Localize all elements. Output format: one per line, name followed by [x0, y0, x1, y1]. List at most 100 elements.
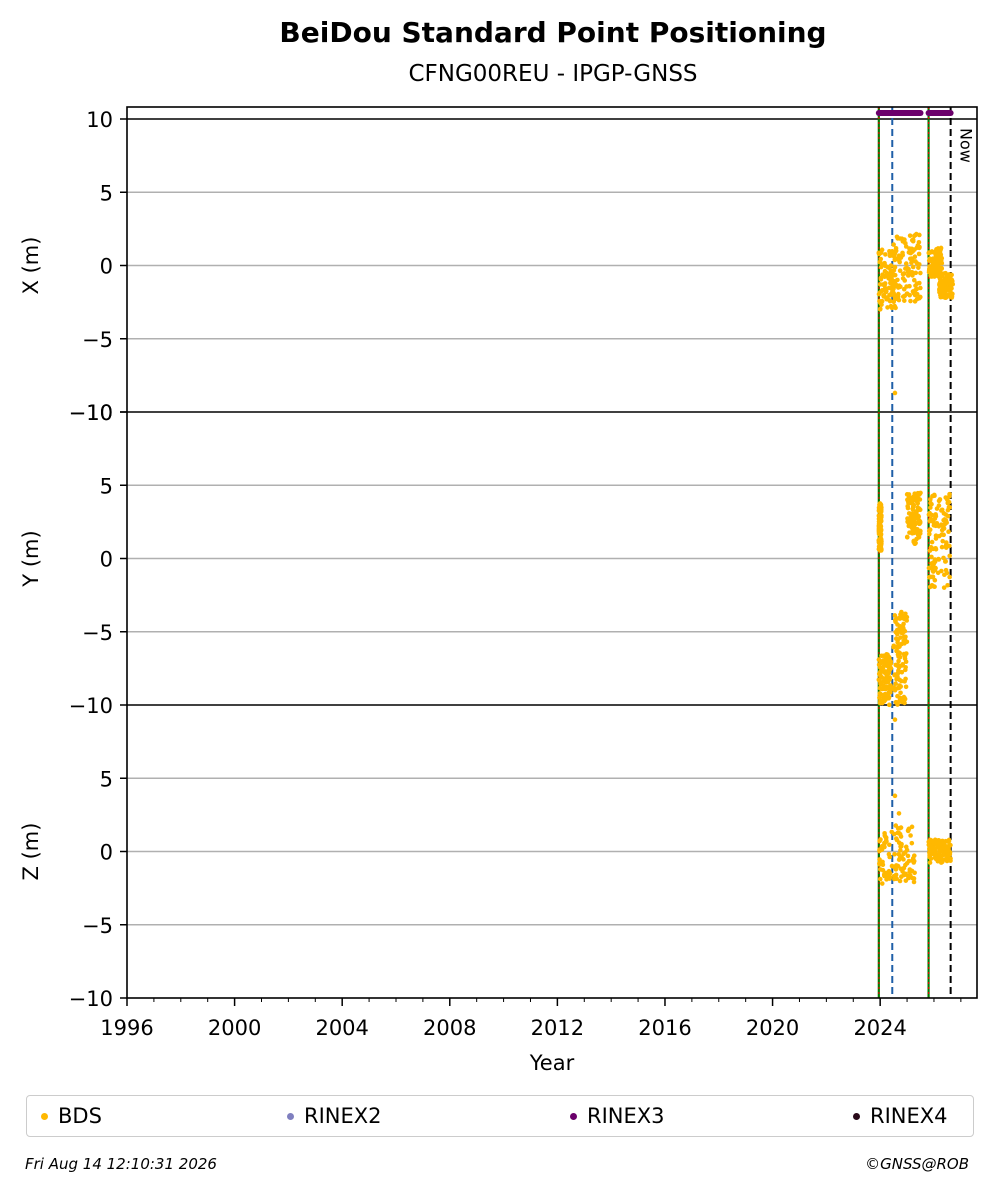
- bds-point: [943, 543, 949, 549]
- bds-point: [946, 847, 951, 853]
- bds-point: [947, 505, 952, 510]
- bds-point: [942, 294, 947, 300]
- bds-point: [885, 679, 891, 685]
- bds-point: [880, 859, 885, 865]
- bds-point: [912, 299, 918, 304]
- bds-point: [937, 286, 942, 292]
- legend-item-rinex2: RINEX2: [287, 1096, 382, 1136]
- footer-credit: ©GNSS@ROB: [865, 1155, 969, 1173]
- bds-point: [897, 695, 903, 700]
- bds-point: [889, 270, 895, 275]
- bds-point: [897, 268, 903, 274]
- bds-point: [893, 681, 898, 687]
- bds-point: [942, 276, 948, 281]
- bds-point: [938, 272, 944, 278]
- legend-label-rinex4: RINEX4: [870, 1104, 948, 1128]
- bds-point: [887, 874, 893, 880]
- bds-point: [932, 577, 938, 583]
- bds-point: [897, 878, 903, 884]
- bds-point: [930, 546, 936, 552]
- bds-point: [907, 873, 913, 878]
- bds-point: [903, 266, 908, 271]
- bds-point: [896, 255, 902, 261]
- bds-point: [903, 871, 908, 877]
- bds-point: [894, 296, 900, 301]
- bds-point: [896, 650, 902, 655]
- bds-point: [900, 250, 905, 256]
- bds-point: [917, 497, 923, 502]
- bds-point: [917, 280, 922, 286]
- legend-label-bds: BDS: [58, 1104, 102, 1128]
- bds-point: [935, 844, 940, 850]
- bds-point: [936, 265, 942, 271]
- bds-point: [941, 532, 946, 538]
- bds-point: [878, 538, 884, 544]
- bds-point: [927, 575, 932, 580]
- bds-point: [903, 244, 909, 249]
- bds-point: [936, 533, 942, 539]
- bds-point: [889, 305, 895, 311]
- bds-point: [941, 511, 947, 516]
- bds-point: [877, 867, 883, 872]
- bds-point: [902, 298, 907, 303]
- bds-point: [895, 640, 900, 645]
- bds-point: [901, 865, 907, 871]
- bds-point: [946, 839, 951, 845]
- legend-marker-bds: [41, 1112, 48, 1120]
- bds-point: [898, 635, 903, 640]
- bds-point: [904, 284, 909, 289]
- bds-point: [910, 237, 916, 242]
- bds-point: [900, 276, 906, 281]
- legend-item-rinex4: RINEX4: [853, 1096, 948, 1136]
- bds-point: [899, 678, 904, 684]
- bds-point: [943, 285, 949, 291]
- bds-point: [891, 290, 896, 296]
- bds-point: [913, 509, 919, 515]
- bds-point: [887, 248, 892, 254]
- bds-point: [882, 840, 887, 846]
- bds-point: [884, 663, 890, 668]
- bds-point: [879, 287, 885, 293]
- bds-point: [946, 529, 951, 534]
- plot-frame: [126, 106, 978, 999]
- bds-point: [947, 281, 952, 287]
- bds-point: [895, 670, 901, 676]
- bds-point: [878, 250, 884, 256]
- y-tick-label: 5: [100, 767, 113, 791]
- bds-point: [942, 572, 947, 578]
- bds-point: [877, 691, 883, 697]
- bds-point: [937, 281, 943, 286]
- bds-point: [877, 848, 882, 854]
- bds-point: [904, 860, 910, 866]
- bds-point: [905, 497, 910, 503]
- x-tick-label: 2008: [423, 1016, 476, 1040]
- bds-point: [907, 523, 913, 528]
- bds-point: [907, 530, 912, 535]
- bds-point: [876, 505, 882, 511]
- bds-point: [902, 695, 907, 701]
- bds-point: [895, 863, 901, 869]
- legend-item-rinex3: RINEX3: [570, 1096, 665, 1136]
- y-axis-label-panel-1: Y (m): [19, 530, 43, 587]
- bds-point: [915, 520, 920, 526]
- bds-point: [914, 529, 919, 535]
- y-tick-label: 10: [86, 108, 113, 132]
- bds-point: [941, 555, 946, 561]
- bds-point: [907, 233, 913, 238]
- now-label: Now: [957, 128, 976, 163]
- x-tick-label: 2012: [531, 1016, 584, 1040]
- bds-point: [877, 876, 883, 882]
- bds-point: [882, 844, 887, 850]
- bds-point: [893, 629, 899, 635]
- bds-point: [897, 259, 902, 265]
- legend-marker-rinex4: [853, 1112, 860, 1120]
- bds-point: [918, 270, 923, 276]
- y-tick-label: −10: [69, 401, 113, 425]
- bds-point: [929, 501, 934, 507]
- x-tick-label: 2000: [208, 1016, 261, 1040]
- bds-point: [894, 676, 899, 682]
- bds-point: [918, 490, 923, 496]
- bds-point: [907, 500, 913, 506]
- y-tick-label: −5: [82, 328, 113, 352]
- bds-point: [898, 844, 903, 849]
